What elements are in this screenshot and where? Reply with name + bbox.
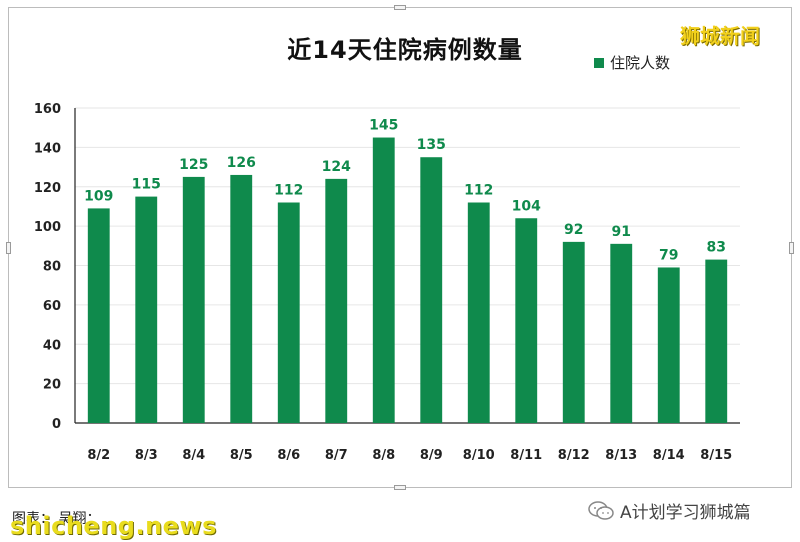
x-tick-label: 8/4 bbox=[182, 448, 205, 463]
resize-handle-left[interactable] bbox=[6, 242, 11, 254]
y-tick-label: 140 bbox=[34, 141, 61, 156]
bar bbox=[372, 137, 395, 423]
legend-label: 住院人数 bbox=[610, 54, 671, 72]
wechat-attribution: A计划学习狮城篇 bbox=[588, 498, 751, 523]
x-tick-label: 8/12 bbox=[558, 448, 590, 463]
y-tick-label: 120 bbox=[34, 181, 61, 196]
wechat-icon bbox=[588, 500, 614, 520]
x-tick-label: 8/15 bbox=[700, 448, 732, 463]
x-tick-label: 8/9 bbox=[420, 448, 443, 463]
x-tick-label: 8/8 bbox=[372, 448, 395, 463]
bar-value-label: 91 bbox=[612, 224, 631, 240]
y-tick-label: 20 bbox=[43, 378, 61, 393]
bar-value-label: 145 bbox=[369, 118, 398, 134]
bar-value-label: 83 bbox=[707, 240, 726, 256]
legend-swatch bbox=[594, 57, 604, 68]
y-tick-label: 80 bbox=[43, 260, 61, 275]
bar bbox=[230, 174, 253, 423]
bar bbox=[705, 259, 728, 423]
bar-value-label: 79 bbox=[659, 247, 678, 263]
site-watermark: shicheng.news bbox=[10, 512, 217, 540]
x-tick-label: 8/6 bbox=[277, 448, 300, 463]
chart-legend: 住院人数 bbox=[594, 52, 670, 73]
bar-value-label: 135 bbox=[417, 137, 446, 153]
x-tick-label: 8/2 bbox=[87, 448, 110, 463]
x-tick-label: 8/13 bbox=[605, 448, 637, 463]
resize-handle-bottom[interactable] bbox=[394, 485, 406, 490]
brand-tag: 狮城新闻 bbox=[680, 24, 760, 48]
bar-value-label: 112 bbox=[464, 183, 493, 199]
x-tick-label: 8/3 bbox=[135, 448, 158, 463]
bar bbox=[277, 202, 300, 423]
y-tick-label: 0 bbox=[52, 417, 61, 432]
wechat-account-name: A计划学习狮城篇 bbox=[620, 503, 751, 523]
bar-value-label: 124 bbox=[322, 159, 351, 175]
bar bbox=[420, 157, 443, 423]
y-tick-label: 40 bbox=[43, 338, 61, 353]
x-tick-label: 8/11 bbox=[510, 448, 542, 463]
x-tick-label: 8/10 bbox=[463, 448, 495, 463]
bar bbox=[135, 196, 158, 423]
bar bbox=[182, 176, 205, 423]
bar bbox=[610, 243, 633, 423]
bar-value-label: 104 bbox=[512, 198, 541, 214]
bar-value-label: 126 bbox=[227, 155, 256, 171]
x-tick-label: 8/7 bbox=[325, 448, 348, 463]
bar bbox=[562, 241, 585, 423]
y-tick-label: 160 bbox=[34, 102, 61, 117]
resize-handle-right[interactable] bbox=[789, 242, 794, 254]
chart-credit: 图表： 吴翔： bbox=[12, 511, 101, 527]
x-tick-label: 8/14 bbox=[653, 448, 685, 463]
x-tick-label: 8/5 bbox=[230, 448, 253, 463]
y-tick-label: 60 bbox=[43, 299, 61, 314]
bar-value-label: 109 bbox=[84, 188, 113, 204]
y-tick-label: 100 bbox=[34, 220, 61, 235]
resize-handle-top[interactable] bbox=[394, 5, 406, 10]
bar bbox=[515, 218, 538, 423]
bar-value-label: 112 bbox=[274, 183, 303, 199]
bar bbox=[657, 267, 680, 423]
chart-title: 近14天住院病例数量 bbox=[287, 36, 523, 64]
bar-value-label: 115 bbox=[132, 177, 161, 193]
bar bbox=[325, 178, 348, 423]
bar-value-label: 125 bbox=[179, 157, 208, 173]
bar bbox=[87, 208, 110, 423]
bar bbox=[467, 202, 490, 423]
bar-value-label: 92 bbox=[564, 222, 583, 238]
